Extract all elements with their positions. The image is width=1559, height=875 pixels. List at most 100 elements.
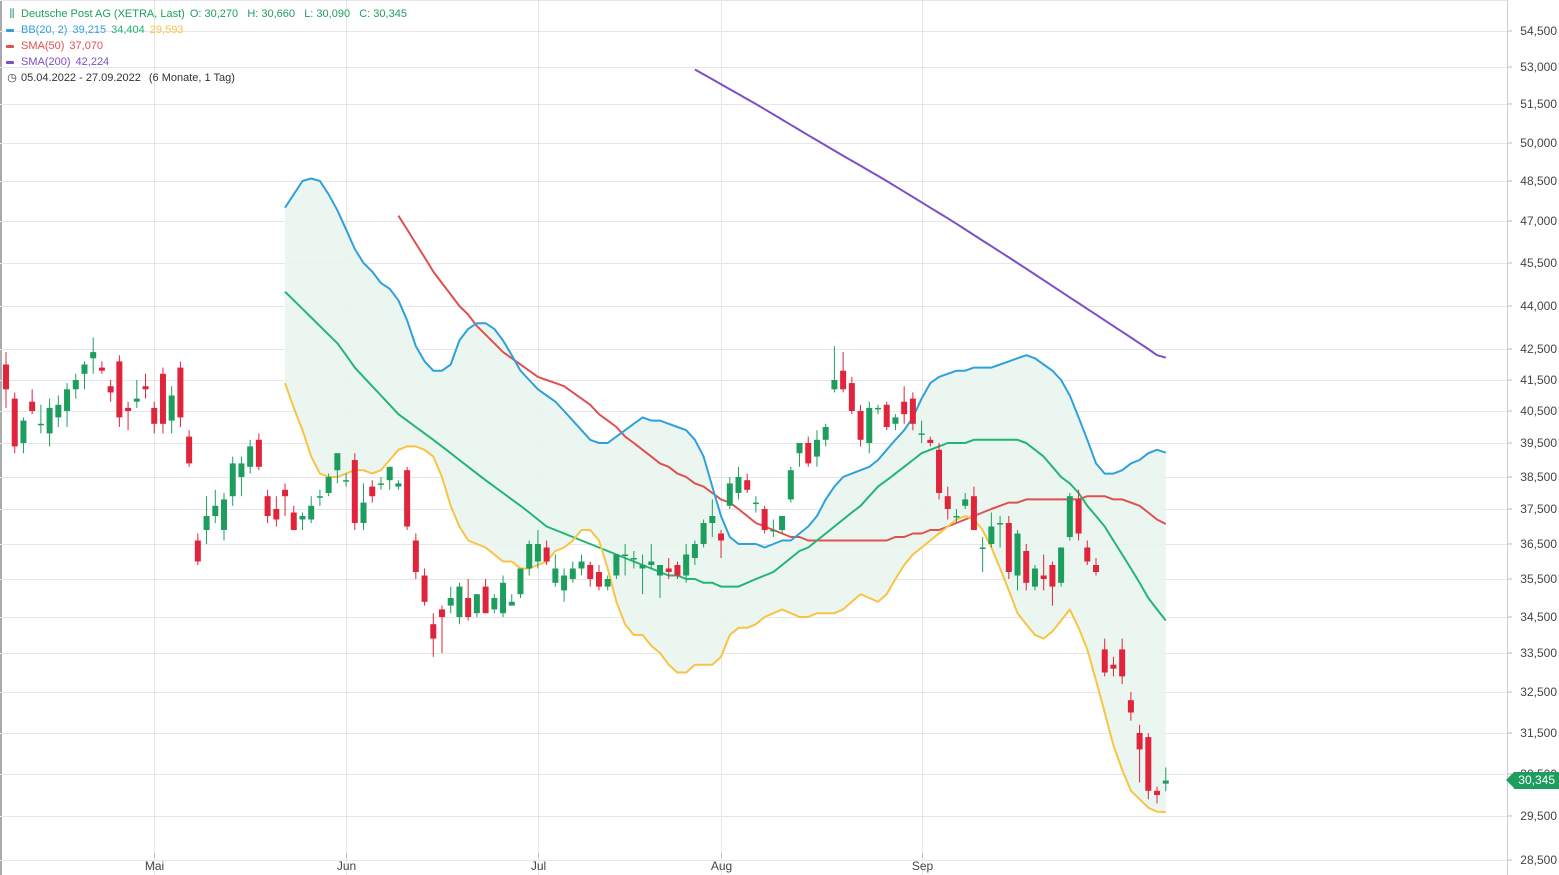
candle-body — [770, 530, 777, 532]
candle-body — [72, 380, 79, 390]
candle-body — [1162, 780, 1169, 784]
candle-body — [316, 496, 323, 498]
candle — [1005, 516, 1012, 579]
candle-body — [726, 483, 733, 506]
candle — [212, 489, 219, 523]
candle — [90, 337, 97, 374]
candle — [805, 436, 812, 467]
y-tick-label: 36,500 — [1520, 537, 1557, 551]
candle-body — [569, 568, 576, 579]
candle — [648, 544, 655, 569]
candle-body — [657, 565, 663, 576]
candle — [1101, 638, 1108, 677]
candle — [116, 355, 123, 427]
candle — [264, 489, 271, 523]
candle — [587, 561, 594, 587]
x-tick-label: Aug — [711, 859, 732, 873]
candle — [439, 605, 445, 653]
legend-sma50-label: SMA(50) — [21, 40, 65, 52]
candle-body — [988, 526, 995, 544]
candle-body — [1136, 733, 1143, 750]
candle-body — [1154, 790, 1161, 795]
legend-period: (6 Monate, 1 Tag) — [148, 72, 235, 84]
candle-body — [604, 579, 611, 587]
candle — [159, 367, 166, 434]
candle-body — [936, 449, 943, 493]
legend-sma50-value: 37,070 — [69, 40, 104, 52]
candle-body — [1023, 551, 1030, 583]
candle-body — [151, 407, 158, 424]
candle-body — [194, 540, 201, 562]
candle — [848, 376, 855, 415]
candle — [1058, 547, 1065, 587]
candle-body — [20, 420, 27, 443]
candle — [927, 436, 934, 447]
series-line-bb_lower — [284, 382, 1166, 814]
candle-body — [395, 483, 402, 487]
candle-body — [1145, 737, 1152, 791]
candle-body — [534, 544, 541, 562]
candle-body — [1058, 547, 1065, 583]
candle-body — [1084, 547, 1091, 562]
candle — [238, 456, 245, 497]
candle-body — [325, 477, 332, 493]
candles — [3, 337, 1169, 804]
candle-body — [412, 540, 419, 572]
candle-body — [491, 598, 498, 610]
x-tick-label: Sep — [912, 859, 934, 873]
legend-sma200-value: 42,224 — [75, 56, 110, 68]
candle — [787, 466, 794, 503]
candle-body — [709, 516, 716, 523]
candle-body — [918, 433, 925, 435]
candle — [247, 439, 254, 474]
candle-body — [1093, 565, 1099, 572]
candle-body — [735, 477, 742, 493]
y-tick-label: 35,500 — [1520, 572, 1557, 586]
candle-body — [1127, 700, 1134, 713]
candle-body — [55, 404, 62, 418]
candle-body — [343, 480, 350, 482]
candle-body — [892, 417, 899, 424]
candle-body — [282, 489, 289, 497]
sma200-swatch — [6, 60, 14, 64]
candle — [482, 579, 489, 614]
legend-sma50-row: SMA(50) 37,070 — [6, 38, 407, 54]
candle — [500, 575, 507, 617]
candle-body — [465, 598, 472, 617]
candle-body — [386, 466, 393, 481]
candle — [465, 579, 472, 621]
candle — [395, 480, 402, 490]
candle — [412, 533, 419, 579]
candle — [360, 483, 367, 530]
candle — [316, 489, 323, 506]
candle-body — [848, 383, 855, 411]
candle-body — [1075, 499, 1082, 534]
x-tick-label: Jul — [531, 859, 546, 873]
candle-body — [1040, 575, 1047, 579]
chart-legend: ⫼ Deutsche Post AG (XETRA, Last) O: 30,2… — [6, 6, 407, 86]
candle-body — [595, 572, 602, 587]
candle — [421, 568, 428, 606]
candle-body — [203, 516, 210, 530]
series-line-bb_upper — [284, 177, 1167, 549]
candle — [98, 361, 105, 374]
candle-body — [273, 509, 280, 520]
legend-bb-lower: 29,593 — [149, 24, 184, 36]
candle-body — [909, 398, 916, 424]
series-line-bb_mid — [284, 290, 1167, 622]
candle — [491, 594, 498, 614]
candle-body — [369, 486, 376, 497]
candle — [970, 486, 977, 530]
candlestick-icon: ⫼ — [9, 8, 15, 20]
candle-body — [1005, 523, 1012, 572]
y-tick-label: 44,000 — [1520, 299, 1557, 313]
candle — [377, 477, 384, 490]
candle — [151, 401, 158, 434]
candle — [683, 544, 690, 583]
candle-body — [997, 523, 1004, 525]
candle — [517, 568, 524, 598]
candle — [1127, 692, 1134, 721]
candle — [1162, 767, 1169, 792]
candle-body — [308, 505, 315, 520]
candle-body — [168, 395, 175, 421]
